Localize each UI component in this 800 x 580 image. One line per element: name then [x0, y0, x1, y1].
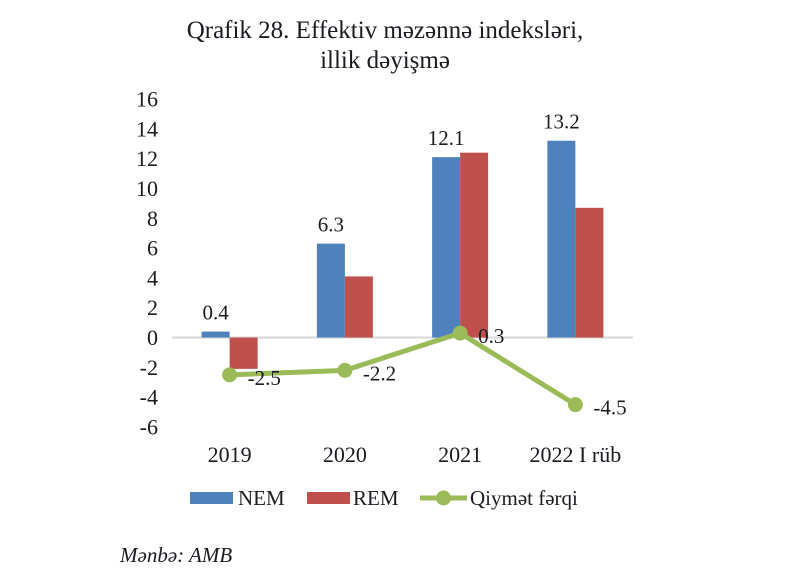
data-label-nem-2022-i-rüb: 13.2 — [543, 110, 580, 134]
data-label-nem-2020: 6.3 — [318, 213, 344, 237]
bar-rem-2019 — [229, 337, 258, 369]
data-label-qiymət-fərqi-2020: -2.2 — [363, 361, 396, 385]
y-axis-tick-label-0: 0 — [147, 325, 158, 350]
legend-marker-qiymət-fərqi — [436, 490, 451, 506]
x-axis-label-2022-i-rüb: 2022 I rüb — [530, 442, 622, 467]
data-label-qiymət-fərqi-2022-i-rüb: -4.5 — [593, 396, 626, 420]
data-label-nem-2019: 0.4 — [203, 301, 230, 325]
legend-swatch-rem — [307, 492, 350, 504]
series-line-qiymət-fərqi — [227, 330, 578, 408]
y-axis-tick-label--4: -4 — [140, 385, 158, 410]
bar-nem-2021 — [432, 157, 461, 338]
legend-label-nem: NEM — [238, 486, 285, 510]
y-axis-tick-label-12: 12 — [136, 146, 158, 171]
chart-title: Qrafik 28. Effektiv məzənnə indeksləri, … — [0, 16, 770, 76]
y-axis-tick-label-2: 2 — [147, 295, 158, 320]
bar-nem-2019 — [201, 331, 230, 338]
x-axis-label-2019: 2019 — [208, 442, 252, 467]
y-axis-tick-label-8: 8 — [147, 206, 158, 231]
y-axis-tick-label-10: 10 — [136, 176, 158, 201]
point-qiymət-fərqi-2020 — [337, 362, 353, 378]
y-axis-tick-label-4: 4 — [147, 265, 158, 290]
chart-title-line1: Qrafik 28. Effektiv məzənnə indeksləri, — [186, 17, 584, 44]
data-label-qiymət-fərqi-2021: 0.3 — [478, 324, 504, 348]
bar-nem-2022-i-rüb — [547, 140, 576, 338]
y-axis-tick-label-14: 14 — [136, 116, 158, 141]
bar-rem-2021 — [460, 152, 489, 338]
chart-title-line2: illik dəyişmə — [320, 47, 450, 74]
y-axis-tick-label--6: -6 — [140, 415, 158, 440]
x-axis-label-2021: 2021 — [438, 442, 482, 467]
legend-label-qiymət-fərqi: Qiymət fərqi — [470, 486, 578, 510]
y-axis-tick-label--2: -2 — [140, 355, 158, 380]
x-axis-label-2020: 2020 — [323, 442, 367, 467]
point-qiymət-fərqi-2022-i-rüb — [567, 397, 583, 413]
point-qiymət-fərqi-2021 — [452, 325, 468, 341]
y-axis-tick-label-16: 16 — [136, 87, 158, 112]
data-label-nem-2021: 12.1 — [428, 126, 465, 150]
legend-swatch-nem — [190, 492, 233, 504]
data-label-qiymət-fərqi-2019: -2.5 — [248, 366, 281, 390]
y-axis-tick-label-6: 6 — [147, 236, 158, 261]
legend-label-rem: REM — [353, 486, 399, 510]
bar-rem-2022-i-rüb — [575, 207, 604, 338]
bar-rem-2020 — [344, 276, 373, 338]
point-qiymət-fərqi-2019 — [222, 367, 238, 383]
bar-nem-2020 — [316, 243, 345, 338]
source-note: Mənbə: AMB — [120, 543, 233, 567]
